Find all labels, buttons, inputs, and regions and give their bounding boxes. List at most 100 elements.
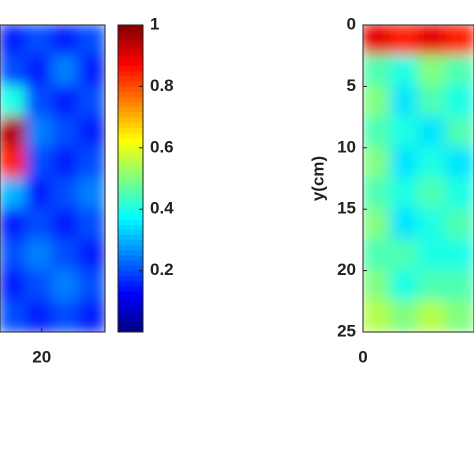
colorbar-tick-label: 0.6 — [150, 137, 174, 156]
heatmap-cell — [389, 25, 420, 57]
colorbar-step — [118, 142, 143, 149]
colorbar-step — [118, 203, 143, 210]
heatmap-cell — [0, 25, 28, 57]
heatmap-cell — [445, 208, 474, 241]
heatmap-cell — [25, 269, 54, 303]
heatmap-cell — [77, 54, 105, 88]
colorbar-step — [118, 183, 143, 190]
colorbar-step — [118, 157, 143, 164]
colorbar-step — [118, 188, 143, 195]
x-tick-label: 0 — [358, 347, 367, 366]
heatmap-cell — [363, 85, 392, 119]
heatmap-cell — [25, 300, 54, 332]
heatmap-cell — [445, 116, 474, 149]
colorbar-step — [118, 137, 143, 143]
heatmap-cell — [445, 85, 474, 119]
colorbar-step — [118, 224, 143, 230]
heatmap-cell — [0, 269, 28, 303]
heatmap-cell — [0, 177, 28, 211]
colorbar-step — [118, 45, 143, 51]
heatmap-cell — [77, 208, 105, 241]
colorbar-step — [118, 295, 143, 302]
colorbar-step — [118, 260, 143, 266]
heatmap-cell — [0, 300, 28, 332]
heatmap-cell — [77, 85, 105, 119]
y-tick-label: 10 — [337, 137, 356, 156]
heatmap — [0, 25, 105, 332]
colorbar-step — [118, 229, 143, 236]
heatmap-cell — [417, 25, 448, 57]
colorbar-step — [118, 265, 143, 271]
colorbar-step — [118, 316, 143, 323]
colorbar-step — [118, 239, 143, 246]
heatmap-cell — [77, 269, 105, 303]
colorbar-tick-label: 0.8 — [150, 76, 174, 95]
colorbar-step — [118, 152, 143, 159]
colorbar-step — [118, 121, 143, 128]
colorbar-step — [118, 167, 143, 174]
heatmap-cell — [417, 85, 448, 119]
colorbar-step — [118, 326, 143, 333]
colorbar-tick-label: 0.4 — [150, 199, 174, 218]
x-tick-label: 20 — [32, 347, 51, 366]
heatmap-cell — [0, 238, 28, 272]
colorbar-step — [118, 55, 143, 62]
colorbar-step — [118, 70, 143, 77]
heatmap-cell — [51, 85, 80, 119]
colorbar-step — [118, 75, 143, 82]
heatmap-cell — [51, 300, 80, 332]
heatmap-cell — [445, 238, 474, 272]
heatmap-cell — [77, 116, 105, 149]
heatmap-cell — [417, 208, 448, 241]
colorbar-step — [118, 34, 143, 41]
heatmap-cell — [363, 54, 392, 88]
colorbar-tick-label: 1 — [150, 14, 159, 33]
heatmap-cell — [0, 85, 28, 119]
heatmap-cell — [51, 146, 80, 180]
colorbar-step — [118, 101, 143, 108]
y-axis-label: y(cm) — [308, 156, 327, 201]
colorbar-step — [118, 285, 143, 292]
colorbar-step — [118, 208, 143, 215]
heatmap-cell — [77, 177, 105, 211]
colorbar-step — [118, 127, 143, 133]
heatmap-cell — [25, 85, 54, 119]
heatmap-cell — [77, 25, 105, 57]
heatmap-cell — [51, 208, 80, 241]
heatmap-cell — [77, 146, 105, 180]
y-tick-label: 0 — [347, 14, 356, 33]
heatmap-cell — [417, 177, 448, 211]
heatmap-cell — [25, 25, 54, 57]
colorbar-step — [118, 311, 143, 317]
colorbar-step — [118, 40, 143, 46]
colorbar-step — [118, 111, 143, 118]
colorbar-step — [118, 132, 143, 138]
colorbar-step — [118, 280, 143, 287]
colorbar-step — [118, 198, 143, 205]
heatmap-cell — [363, 116, 392, 149]
heatmap-cell — [51, 116, 80, 149]
heatmap-cell — [389, 85, 420, 119]
colorbar-step — [118, 234, 143, 241]
colorbar-step — [118, 147, 143, 154]
heatmap-cell — [77, 238, 105, 272]
colorbar-step — [118, 86, 143, 92]
heatmap-cell — [363, 146, 392, 180]
heatmap-cell — [363, 269, 392, 303]
colorbar-step — [118, 214, 143, 220]
colorbar-step — [118, 301, 143, 307]
heatmap-cell — [77, 300, 105, 332]
colorbar-step — [118, 24, 143, 31]
colorbar-step — [118, 106, 143, 113]
heatmap-cell — [363, 25, 392, 57]
colorbar-step — [118, 254, 143, 261]
y-tick-label: 15 — [337, 199, 356, 218]
colorbar — [118, 24, 143, 333]
heatmap-cell — [445, 300, 474, 332]
heatmap-cell — [363, 177, 392, 211]
heatmap-cell — [25, 208, 54, 241]
heatmap-cell — [51, 269, 80, 303]
colorbar-step — [118, 270, 143, 277]
colorbar-step — [118, 178, 143, 184]
